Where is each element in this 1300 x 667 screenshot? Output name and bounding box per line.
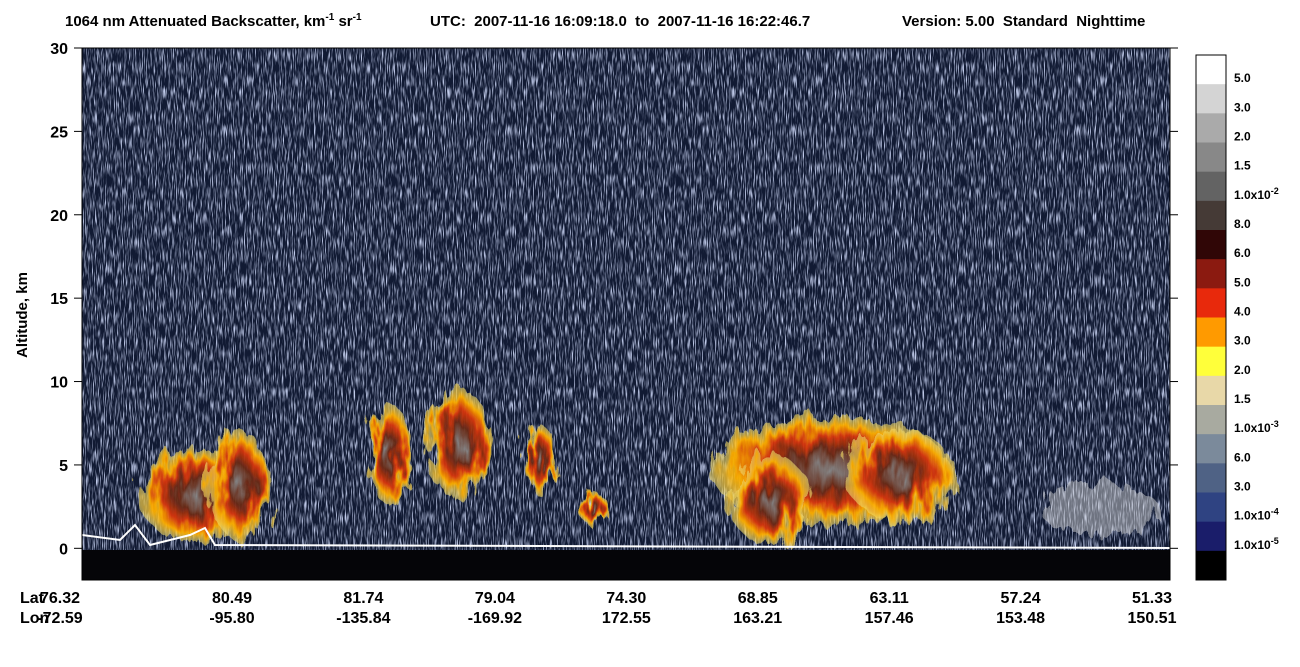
colorbar-label-text: 1.0x10 [1234, 509, 1271, 523]
colorbar-segment [1196, 346, 1226, 377]
colorbar-label: 1.0x10-5 [1234, 536, 1279, 552]
colorbar-segment [1196, 259, 1226, 289]
colorbar-label: 3.0 [1234, 480, 1251, 494]
colorbar-segment [1196, 55, 1226, 85]
lat-label: 81.74 [343, 590, 383, 607]
colorbar-label-text: 8.0 [1234, 217, 1251, 231]
colorbar-label-text: 1.0x10 [1234, 421, 1271, 435]
y-tick-label: 30 [50, 41, 68, 58]
title-part: 1064 nm Attenuated Backscatter, km [65, 13, 325, 30]
colorbar-segment [1196, 142, 1226, 173]
lon-row-label: Lon [20, 610, 49, 627]
colorbar-label-text: 1.0x10 [1234, 188, 1271, 202]
colorbar-label: 1.5 [1234, 392, 1251, 406]
y-tick-label: 25 [50, 124, 68, 141]
lon-label: -95.80 [209, 610, 254, 627]
colorbar-label-text: 6.0 [1234, 450, 1251, 464]
colorbar-label: 5.0 [1234, 71, 1251, 85]
colorbar-segment [1196, 230, 1226, 260]
lon-label: -72.59 [37, 610, 82, 627]
lon-label: 163.21 [733, 610, 782, 627]
colorbar-label: 3.0 [1234, 334, 1251, 348]
lat-label: 74.30 [606, 590, 646, 607]
title-exp: -1 [353, 12, 362, 23]
colorbar-label: 2.0 [1234, 130, 1251, 144]
colorbar-segment [1196, 288, 1226, 318]
colorbar-label-exp: -4 [1271, 507, 1279, 517]
lat-label: 63.11 [870, 590, 909, 607]
curtain [82, 48, 1170, 580]
colorbar-label-text: 1.5 [1234, 159, 1251, 173]
lat-label: 68.85 [738, 590, 778, 607]
lat-label: 76.32 [40, 590, 80, 607]
colorbar-segment [1196, 375, 1226, 406]
lon-label: -169.92 [468, 610, 522, 627]
colorbar-label: 1.0x10-3 [1234, 419, 1279, 435]
colorbar-label-text: 3.0 [1234, 480, 1251, 494]
lat-label: 79.04 [475, 590, 515, 607]
y-tick-label: 20 [50, 208, 68, 225]
lat-row-label: Lat [20, 590, 45, 607]
lat-label: 51.33 [1132, 590, 1172, 607]
version: Version: 5.00 Standard Nighttime [902, 13, 1145, 30]
colorbar-label-text: 5.0 [1234, 275, 1251, 289]
colorbar-label: 4.0 [1234, 305, 1251, 319]
colorbar-label: 1.0x10-4 [1234, 507, 1279, 523]
colorbar-segment [1196, 405, 1226, 435]
y-tick-label: 0 [59, 541, 68, 558]
lon-label: 150.51 [1128, 610, 1177, 627]
lon-label: 172.55 [602, 610, 651, 627]
surface-return [82, 523, 1170, 549]
colorbar-segment [1196, 550, 1226, 581]
colorbar-label: 3.0 [1234, 100, 1251, 114]
lat-label: 57.24 [1001, 590, 1041, 607]
lon-label: 157.46 [865, 610, 914, 627]
colorbar-label-text: 4.0 [1234, 305, 1251, 319]
colorbar-label-text: 5.0 [1234, 71, 1251, 85]
y-tick-label: 5 [59, 458, 68, 475]
colorbar-segment [1196, 521, 1226, 552]
colorbar-label-text: 1.0x10 [1234, 538, 1271, 552]
lat-label: 80.49 [212, 590, 252, 607]
colorbar-label: 6.0 [1234, 246, 1251, 260]
y-axis-label: Altitude, km [14, 272, 31, 358]
colorbar-segment [1196, 317, 1226, 348]
title-part: sr [334, 13, 353, 30]
colorbar-label: 6.0 [1234, 450, 1251, 464]
cloud-layer [140, 390, 1160, 545]
lon-label: 153.48 [996, 610, 1045, 627]
colorbar-segment [1196, 200, 1226, 231]
colorbar-label: 1.0x10-2 [1234, 186, 1279, 202]
y-tick-label: 15 [50, 291, 68, 308]
colorbar-label-exp: -5 [1271, 536, 1279, 546]
colorbar-label-text: 2.0 [1234, 363, 1251, 377]
colorbar-frame [1195, 54, 1227, 581]
colorbar-label: 8.0 [1234, 217, 1251, 231]
plot-frame [81, 47, 1171, 581]
title-exp: -1 [325, 12, 334, 23]
colorbar-segment [1196, 463, 1226, 493]
colorbar-label-text: 1.5 [1234, 392, 1251, 406]
colorbar-label-text: 3.0 [1234, 334, 1251, 348]
colorbar-segment [1196, 84, 1226, 114]
colorbar-label-exp: -2 [1271, 186, 1279, 196]
chart-title: 1064 nm Attenuated Backscatter, km-1 sr-… [65, 12, 362, 30]
y-tick-label: 10 [50, 375, 68, 392]
colorbar-label: 5.0 [1234, 275, 1251, 289]
utc-range: UTC: 2007-11-16 16:09:18.0 to 2007-11-16… [430, 13, 810, 30]
colorbar-label-text: 3.0 [1234, 100, 1251, 114]
lon-label: -135.84 [336, 610, 390, 627]
colorbar-segment [1196, 113, 1226, 143]
colorbar-segment [1196, 434, 1226, 464]
colorbar-label: 1.5 [1234, 159, 1251, 173]
below-surface [82, 550, 1170, 580]
colorbar-label: 2.0 [1234, 363, 1251, 377]
colorbar-label-text: 6.0 [1234, 246, 1251, 260]
colorbar-label-exp: -3 [1271, 419, 1279, 429]
colorbar-segment [1196, 492, 1226, 523]
colorbar-segment [1196, 171, 1226, 202]
colorbar-label-text: 2.0 [1234, 130, 1251, 144]
